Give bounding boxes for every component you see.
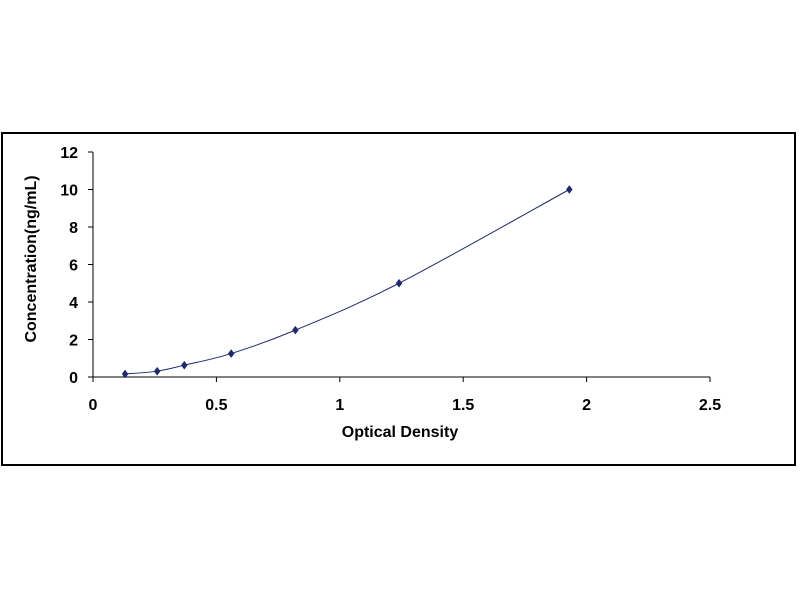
data-point-marker (395, 278, 403, 288)
chart-border (1, 132, 796, 466)
data-point-marker (566, 185, 573, 194)
plot-area: 0 2 4 6 8 10 12 0 0.5 1 1.5 2 2.5 (60, 145, 721, 414)
y-tick-label: 12 (60, 145, 78, 162)
data-point-marker (121, 369, 129, 379)
x-tick-label: 0 (89, 397, 98, 414)
x-ticks (92, 377, 711, 382)
data-point-marker (292, 325, 299, 335)
data-point-marker (181, 360, 188, 370)
data-point-marker (153, 366, 161, 376)
x-tick-label: 0.5 (205, 397, 227, 414)
y-tick-label: 4 (69, 295, 78, 312)
y-tick-labels: 0 2 4 6 8 10 12 (60, 145, 78, 387)
data-point-marker (227, 349, 235, 358)
x-tick-label: 1.5 (452, 397, 474, 414)
y-tick-label: 10 (60, 183, 78, 200)
y-axis-title: Concentration(ng/mL) (23, 175, 40, 342)
x-tick-labels: 0 0.5 1 1.5 2 2.5 (89, 397, 722, 414)
y-tick-label: 0 (69, 370, 78, 387)
x-tick-label: 1 (335, 397, 344, 414)
y-ticks (88, 151, 93, 378)
x-tick-label: 2.5 (699, 397, 721, 414)
y-tick-label: 2 (69, 333, 78, 350)
x-tick-label: 2 (582, 397, 591, 414)
y-tick-label: 8 (69, 220, 78, 237)
y-tick-label: 6 (69, 258, 78, 275)
x-axis-title: Optical Density (342, 424, 459, 441)
data-points (121, 185, 573, 379)
